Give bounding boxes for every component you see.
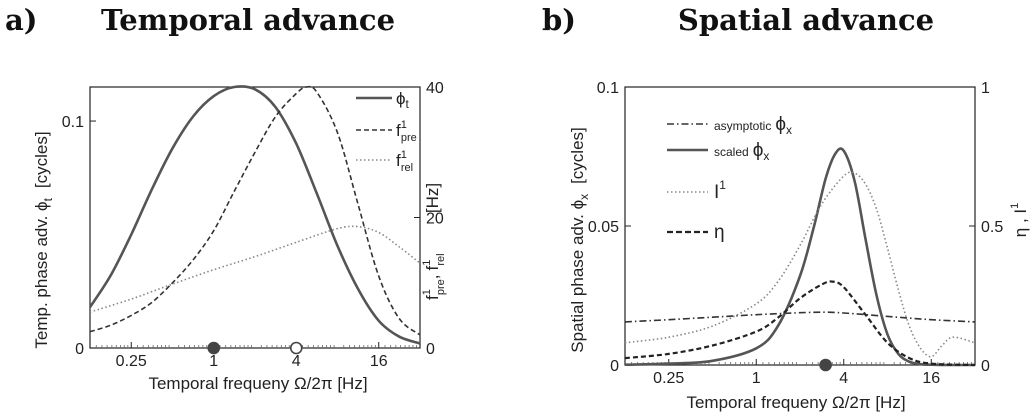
panel-a-series-dashed [89, 85, 421, 336]
panel-a-ylabel-left-text: Temp. phase adv. ϕ [32, 201, 51, 348]
panel-a: a) Temporal advance 0.25 1 4 16 0 0.1 0 20 40 Te… [5, 3, 447, 393]
legend-a-f-pre-base: f [396, 121, 401, 140]
panel-b-xtick-label: 1 [752, 370, 761, 387]
legend-b-scaled-sub: x [763, 149, 769, 163]
panel-a-ylabel-left-unit: [cycles] [32, 131, 51, 188]
panel-b-ylabel-right: η , I1 [1009, 203, 1030, 237]
panel-b-ytick-right-label: 1 [981, 80, 990, 97]
legend-a-f-rel-base: f [396, 151, 401, 170]
legend-a-phi-t-base: ϕ [396, 89, 406, 108]
svg-text:η: η [714, 222, 725, 243]
panel-a-ytick-left-label: 0 [75, 341, 84, 358]
panel-b-ylabel-right-text: η , I [1011, 209, 1030, 237]
panel-a-ylabel-left-sub: t [41, 197, 55, 201]
legend-a-f-rel: f1 rel [356, 149, 413, 174]
legend-a-f-rel-sup: 1 [401, 149, 407, 161]
panel-a-title: Temporal advance [101, 3, 395, 37]
legend-b-scaled-base: ϕ [753, 140, 764, 161]
panel-b: b) Spatial advance 0.25 1 4 16 0 0.05 0.1 0 0.5 1… [542, 3, 1030, 412]
panel-b-ylabel-left-unit: [cycles] [568, 127, 587, 184]
legend-b-I1-base: I [714, 182, 719, 203]
panel-b-legend: asymptotic ϕx scaled ϕx I1 η [667, 114, 792, 243]
panel-a-ytick-right-label: 20 [426, 211, 444, 228]
panel-b-title: Spatial advance [678, 3, 934, 37]
panel-a-ylabel-left: Temp. phase adv. ϕt [cycles] [32, 131, 55, 348]
panel-b-axes-box [624, 86, 976, 366]
svg-text:ϕt: ϕt [396, 89, 410, 111]
legend-b-eta: η [667, 222, 725, 243]
panel-a-xtick-label: 0.25 [116, 353, 147, 370]
panel-b-marker-filled [819, 358, 832, 372]
panel-b-xtick-label: 4 [839, 370, 848, 387]
panel-b-ylabel-left-text: Spatial phase adv. ϕ [568, 200, 587, 353]
legend-b-eta-base: η [714, 222, 725, 243]
panel-a-ylabel-right-pre: pre [435, 279, 447, 295]
panel-b-ytick-right-label: 0.5 [981, 219, 1003, 236]
panel-b-ytick-left-label: 0.1 [597, 80, 619, 97]
panel-a-ylabel-right-sep: , [423, 275, 442, 280]
panel-a-ytick-left-label: 0.1 [62, 114, 84, 131]
svg-text:I1: I1 [714, 178, 726, 203]
panel-a-ytick-right-label: 0 [426, 341, 435, 358]
panel-a-series-dotted [89, 225, 421, 313]
legend-b-scaled-prefix: scaled [714, 145, 749, 159]
panel-b-letter: b) [542, 3, 576, 37]
panel-a-ylabel-right-sup2: 1 [421, 260, 433, 266]
legend-a-f-pre: f1 pre [356, 119, 417, 144]
legend-a-phi-t-sub: t [406, 97, 410, 111]
legend-b-asymptotic-prefix: asymptotic [714, 119, 771, 133]
panel-a-ylabel-right-unit: [Hz] [423, 183, 442, 213]
panel-b-series-dashdot [624, 311, 976, 323]
panel-a-ylabel-right-f: f1 pre,f1 rel [421, 253, 447, 300]
panel-b-series-dotted [624, 171, 976, 358]
panel-b-ylabel-left: Spatial phase adv. ϕx [cycles] [568, 127, 591, 353]
panel-a-legend: ϕt f1 pre f1 rel [356, 89, 417, 174]
panel-a-ylabel-right-rel: rel [435, 253, 447, 265]
panel-a-series-solid [88, 85, 421, 345]
panel-a-ytick-right-label: 40 [426, 80, 444, 97]
legend-a-f-rel-sub: rel [401, 162, 413, 174]
panel-a-xlabel: Temporal frequeny Ω/2π [Hz] [148, 374, 367, 393]
panel-b-ytick-left-label: 0 [610, 358, 619, 375]
panel-a-xtick-label: 1 [209, 353, 218, 370]
legend-a-f-pre-sub: pre [401, 132, 417, 144]
legend-b-asymptotic: asymptotic ϕx [667, 114, 792, 137]
panel-a-marker-filled [207, 341, 221, 355]
panel-a-marker-open [289, 341, 303, 355]
panel-a-ylabel-right-sup1: 1 [421, 289, 433, 295]
legend-a-f-pre-sup: 1 [401, 119, 407, 131]
panel-b-ylabel-left-sub: x [577, 194, 591, 200]
panel-b-ylabel-right-sup: 1 [1009, 203, 1021, 209]
panel-b-xtick-label: 16 [922, 370, 940, 387]
legend-b-scaled: scaled ϕx [667, 140, 769, 163]
legend-b-I1-sup: 1 [719, 178, 726, 192]
panel-b-series-solid [624, 147, 975, 367]
panel-b-series-dashed [624, 280, 976, 367]
panel-b-ytick-right-label: 0 [981, 358, 990, 375]
panel-a-letter: a) [5, 3, 38, 37]
legend-b-asymptotic-base: ϕ [775, 114, 786, 135]
legend-b-asymptotic-sub: x [786, 123, 792, 137]
panel-b-xlabel: Temporal frequeny Ω/2π [Hz] [686, 393, 905, 412]
panel-a-ylabel-right-f1: f [423, 295, 442, 300]
panel-a-ylabel-right-f2: f [423, 266, 442, 271]
panel-b-ytick-left-label: 0.05 [588, 219, 619, 236]
panel-a-xtick-label: 16 [370, 353, 388, 370]
panel-a-plot-area: 0.25 1 4 16 0 0.1 0 20 40 [62, 80, 444, 370]
panel-b-plot-area: 0.25 1 4 16 0 0.05 0.1 0 0.5 1 [588, 80, 1003, 387]
panel-a-xtick-label: 4 [292, 353, 301, 370]
legend-b-I1: I1 [667, 178, 726, 203]
panel-b-xtick-label: 0.25 [653, 370, 684, 387]
legend-a-phi-t: ϕt [356, 89, 410, 111]
